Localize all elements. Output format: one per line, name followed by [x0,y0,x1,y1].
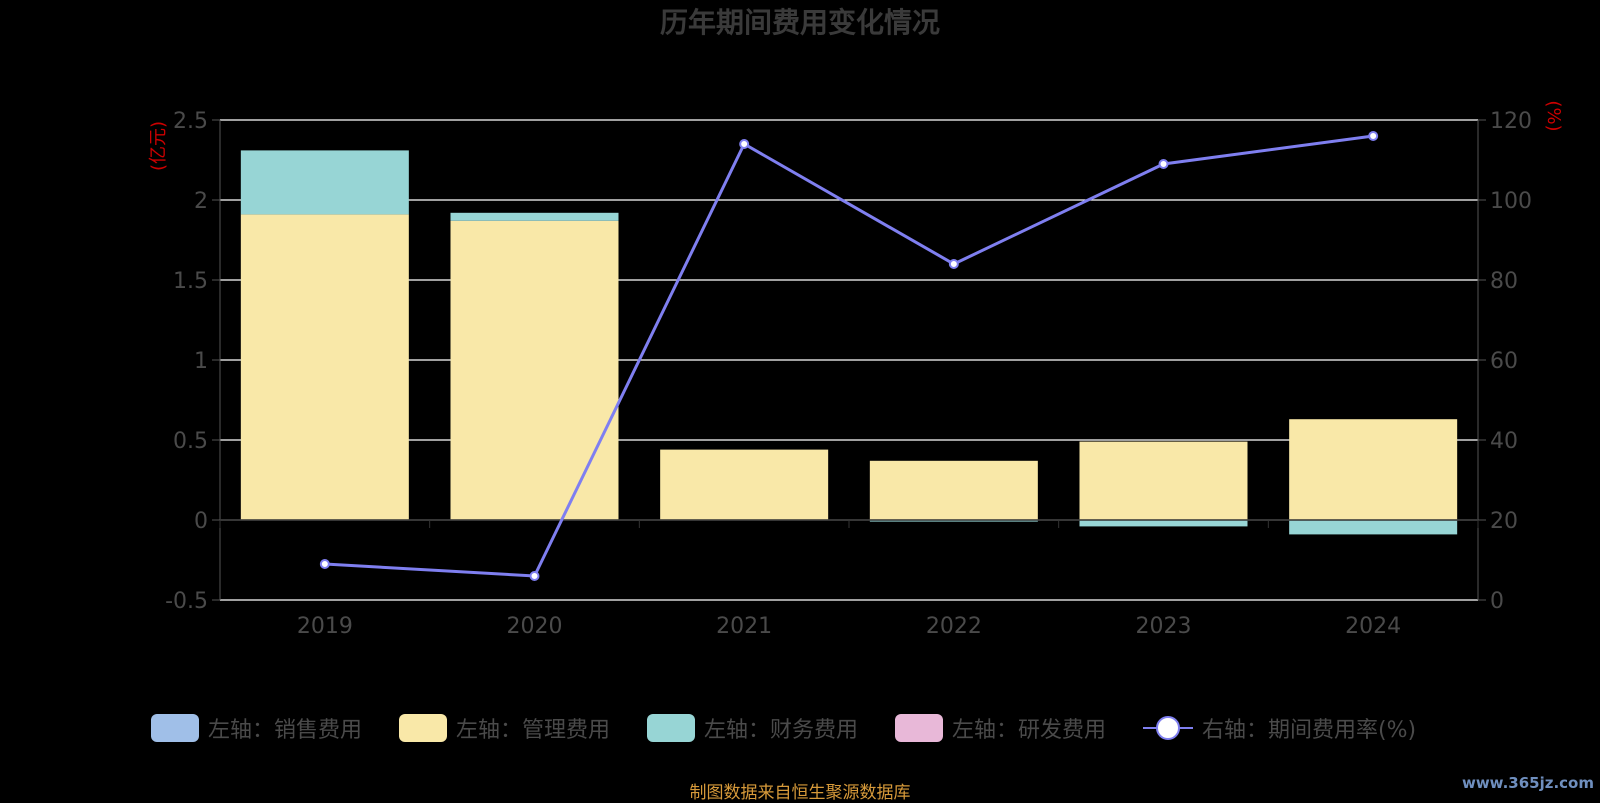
category-label: 2024 [1345,614,1401,639]
right-tick-label: 20 [1490,509,1518,534]
legend-swatch-admin [399,714,447,742]
right-tick-label: 120 [1490,109,1532,134]
left-tick-label: 1 [194,349,208,374]
right-tick-label: 40 [1490,429,1518,454]
left-axis-unit: (亿元) [148,121,169,171]
left-tick-label: -0.5 [165,589,208,614]
right-tick-label: 80 [1490,269,1518,294]
axes [212,119,1486,601]
legend-label-rate: 右轴：期间费用率(%) [1202,718,1417,743]
legend-item-rd[interactable]: 左轴：研发费用 [895,708,1106,748]
legend-swatch-sales [151,714,199,742]
rate-point-2022 [948,259,959,269]
rate-point-2020 [529,571,540,581]
bar-2019-series-1 [240,214,409,520]
bar-2019-series-2 [240,150,409,215]
bar-2021-series-1 [660,449,829,520]
legend: 左轴：销售费用 左轴：管理费用 左轴：财务费用 左轴：研发费用 右轴：期间费用率… [0,708,1600,748]
tick-labels: -0.5 0 0.5 1 1.5 2 2.5 0 20 40 60 80 100 120 2019 2020 2… [165,109,1532,639]
legend-swatch-finance [647,714,695,742]
bar-2020-series-1 [450,220,619,521]
bar-2023-series-2 [1079,520,1248,527]
legend-item-finance[interactable]: 左轴：财务费用 [647,708,858,748]
category-label: 2021 [716,614,772,639]
legend-swatch-rd [895,714,943,742]
legend-label-admin: 左轴：管理费用 [456,718,611,743]
legend-label-sales: 左轴：销售费用 [208,718,363,743]
bar-2020-series-2 [450,212,619,221]
chart-title: 历年期间费用变化情况 [660,6,940,39]
bar-2023-series-1 [1079,441,1248,520]
right-axis-unit: (%) [1543,100,1564,131]
watermark: www.365jz.com [1461,774,1594,792]
left-tick-label: 1.5 [173,269,208,294]
left-tick-label: 0.5 [173,429,208,454]
legend-item-sales[interactable]: 左轴：销售费用 [151,708,362,748]
rate-point-2024 [1368,131,1379,141]
rate-line [319,131,1379,581]
category-label: 2022 [926,614,982,639]
right-tick-label: 0 [1490,589,1504,614]
legend-label-finance: 左轴：财务费用 [704,718,859,743]
rate-line-path [324,134,1374,578]
legend-item-admin[interactable]: 左轴：管理费用 [399,708,610,748]
category-label: 2023 [1136,614,1192,639]
footer-source: 制图数据来自恒生聚源数据库 [689,783,911,803]
bar-2024-series-1 [1289,419,1458,520]
legend-item-rate[interactable]: 右轴：期间费用率(%) [1143,708,1416,748]
rate-point-2023 [1158,159,1169,169]
legend-label-rd: 左轴：研发费用 [952,718,1107,743]
bar-2024-series-2 [1289,520,1458,535]
bars [240,150,1458,535]
rate-point-2019 [319,559,330,569]
left-tick-label: 2.5 [173,109,208,134]
bar-2022-series-2 [869,520,1038,522]
bar-2022-series-1 [869,460,1038,520]
left-tick-label: 2 [194,189,208,214]
category-label: 2019 [297,614,353,639]
right-tick-label: 100 [1490,189,1532,214]
left-tick-label: 0 [194,509,208,534]
legend-swatch-rate [1143,714,1193,742]
rate-point-2021 [739,139,750,149]
category-label: 2020 [507,614,563,639]
right-tick-label: 60 [1490,349,1518,374]
